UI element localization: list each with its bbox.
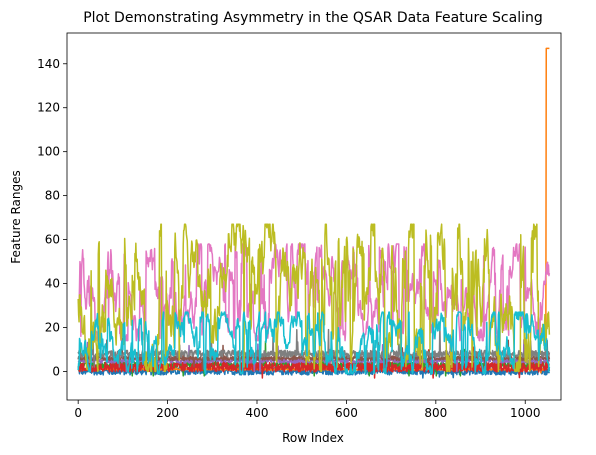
y-tick-label: 140 [37, 57, 60, 71]
y-tick-label: 80 [45, 189, 60, 203]
x-axis-label: Row Index [282, 431, 344, 445]
y-axis-label: Feature Ranges [9, 170, 23, 263]
x-tick-label: 0 [74, 406, 82, 420]
y-tick-label: 40 [45, 277, 60, 291]
x-tick-label: 600 [335, 406, 358, 420]
y-tick-label: 20 [45, 320, 60, 334]
y-tick-label: 100 [37, 145, 60, 159]
x-tick-label: 1000 [510, 406, 541, 420]
y-tick-label: 0 [52, 364, 60, 378]
x-tick-label: 800 [424, 406, 447, 420]
y-tick-label: 120 [37, 101, 60, 115]
y-tick-label: 60 [45, 233, 60, 247]
plot-area [78, 48, 549, 378]
x-tick-label: 400 [246, 406, 269, 420]
chart-title: Plot Demonstrating Asymmetry in the QSAR… [83, 10, 543, 26]
x-tick-label: 200 [156, 406, 179, 420]
